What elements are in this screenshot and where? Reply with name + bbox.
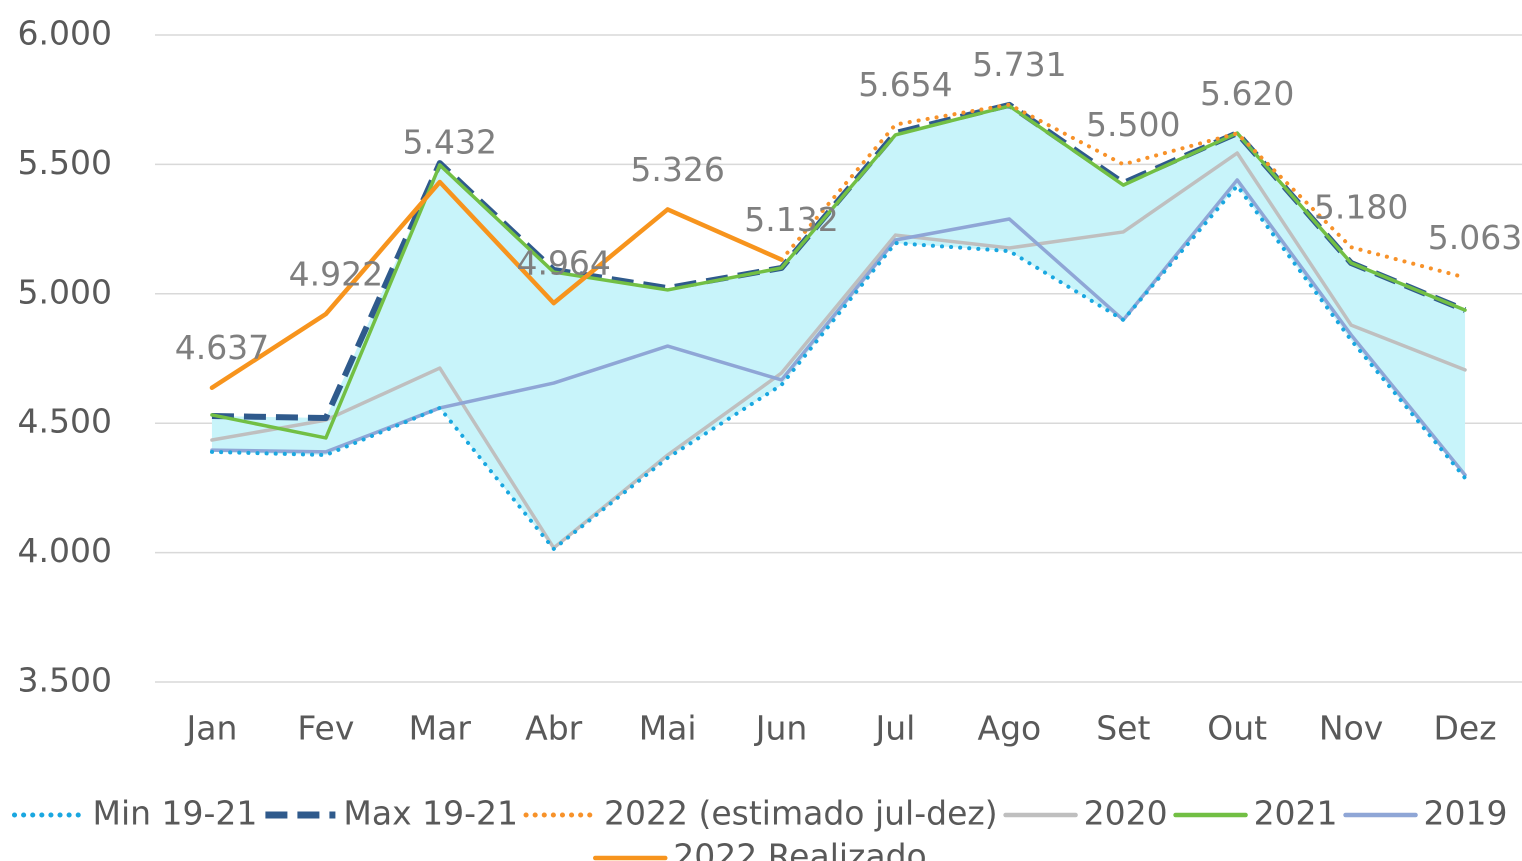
- y-tick-label: 4.500: [18, 402, 112, 441]
- x-tick-label: Out: [1207, 709, 1267, 748]
- x-tick-label: Nov: [1319, 709, 1383, 748]
- range-band: [211, 104, 1466, 549]
- y-tick-label: 5.000: [18, 272, 112, 311]
- y-tick-label: 4.000: [18, 531, 112, 570]
- y-tick-label: 5.500: [18, 143, 112, 182]
- data-label: 4.922: [289, 254, 383, 293]
- x-tick-label: Fev: [297, 709, 354, 748]
- legend-label: 2019: [1424, 794, 1508, 833]
- x-tick-label: Jun: [754, 709, 808, 748]
- data-label: 5.132: [744, 200, 838, 239]
- data-label: 4.964: [516, 244, 610, 283]
- x-tick-label: Set: [1096, 709, 1150, 748]
- x-tick-label: Jan: [185, 709, 238, 748]
- x-tick-label: Abr: [525, 709, 583, 748]
- legend-label: Max 19-21: [343, 794, 518, 833]
- legend-row: 2022 Realizado: [593, 837, 927, 861]
- x-tick-label: Dez: [1434, 709, 1497, 748]
- series-line: [209, 183, 1468, 551]
- x-tick-label: Mai: [639, 709, 697, 748]
- data-label: 5.731: [972, 45, 1066, 84]
- legend-label: Min 19-21: [92, 794, 257, 833]
- legend-label: 2022 Realizado: [673, 837, 926, 861]
- legend-row: Min 19-21 Max 19-21 2022 (estimado jul-dez…: [11, 794, 1508, 833]
- data-label: 5.620: [1200, 74, 1294, 113]
- legend-label: 2021: [1254, 794, 1338, 833]
- series-line: [209, 179, 784, 390]
- x-tick-label: Ago: [978, 709, 1042, 748]
- data-label: 5.063: [1428, 218, 1522, 257]
- data-label: 5.326: [630, 150, 724, 189]
- data-label: 5.500: [1086, 105, 1180, 144]
- series-line: [210, 104, 1467, 440]
- y-tick-label: 3.500: [18, 661, 112, 700]
- y-tick-label: 6.000: [18, 14, 112, 53]
- data-label: 5.654: [858, 65, 952, 104]
- data-label: 4.637: [175, 328, 269, 367]
- series-line: [210, 151, 1467, 550]
- legend-label: 2020: [1084, 794, 1168, 833]
- data-label: 5.180: [1314, 188, 1408, 227]
- series-line: [779, 102, 1468, 280]
- x-tick-label: Mar: [409, 709, 472, 748]
- data-label: 5.432: [403, 122, 497, 161]
- x-tick-label: Jul: [874, 709, 916, 748]
- legend-label: 2022 (estimado jul-dez): [604, 794, 998, 833]
